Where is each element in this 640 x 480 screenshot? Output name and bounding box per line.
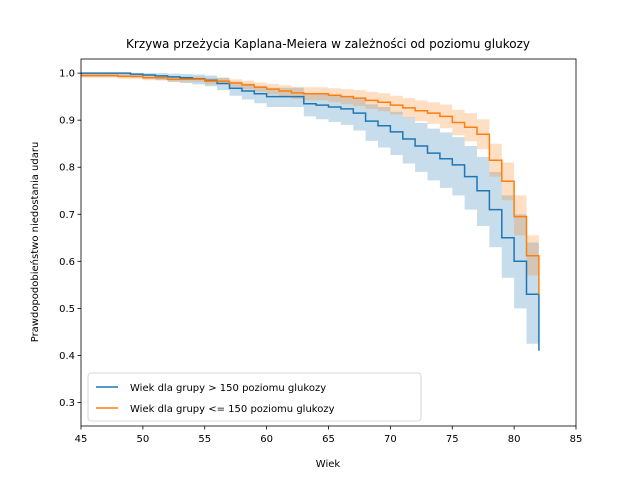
y-tick-label: 0.8 [59, 163, 75, 174]
x-tick-label: 50 [137, 434, 150, 445]
confidence-band-1 [81, 73, 539, 410]
x-tick-label: 70 [384, 434, 397, 445]
survival-line-1 [81, 72, 540, 351]
y-axis-label: Prawdopodobieństwo niedostania udaru [29, 142, 41, 343]
x-tick-label: 85 [570, 434, 583, 445]
y-tick-label: 0.7 [59, 210, 75, 221]
y-tick-label: 0.3 [59, 398, 75, 409]
chart-title: Krzywa przeżycia Kaplana-Meiera w zależn… [126, 37, 530, 51]
legend-box [87, 372, 422, 422]
y-tick-label: 1.0 [59, 69, 75, 80]
x-tick-label: 60 [260, 434, 273, 445]
x-tick-label: 45 [75, 434, 88, 445]
x-tick-label: 65 [322, 434, 335, 445]
legend-entry-2: Wiek dla grupy <= 150 poziomu glukozy [130, 404, 335, 415]
x-tick-label: 55 [198, 434, 211, 445]
survival-line-2 [81, 74, 540, 295]
plot-area [81, 72, 540, 410]
y-tick-label: 0.6 [59, 257, 75, 268]
legend-entry-1: Wiek dla grupy > 150 poziomu glukozy [130, 383, 326, 394]
y-tick-label: 0.5 [59, 304, 75, 315]
axes: 45 50 55 60 65 70 75 80 85 0.3 0.4 0.5 0.6 0.7 0.8 0.9 1… [59, 58, 583, 445]
y-tick-label: 0.4 [59, 351, 75, 362]
x-tick-label: 75 [446, 434, 459, 445]
x-axis-label: Wiek [316, 459, 341, 470]
legend: Wiek dla grupy > 150 poziomu glukozy Wiek… [87, 372, 422, 422]
x-tick-label: 80 [508, 434, 521, 445]
y-tick-label: 0.9 [59, 116, 75, 127]
